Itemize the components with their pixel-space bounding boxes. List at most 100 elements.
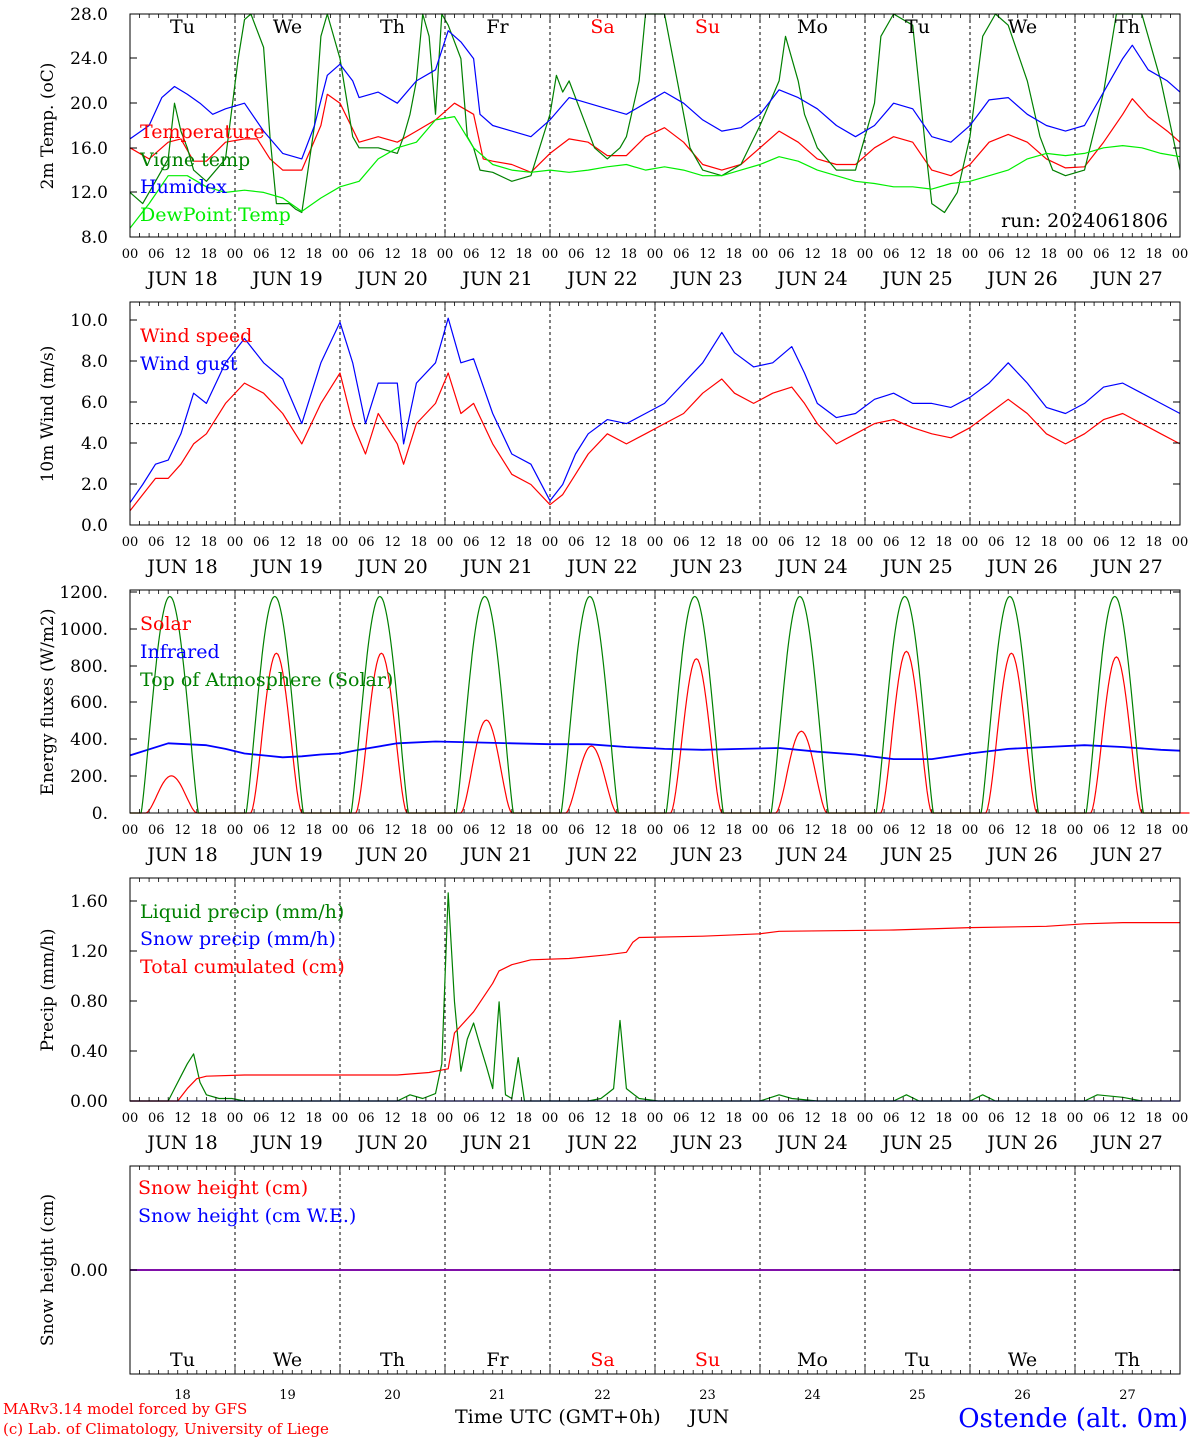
hour-label: 06 <box>673 1111 690 1126</box>
hour-label: 12 <box>909 1111 926 1126</box>
y-tick-label: 28.0 <box>70 5 108 25</box>
hour-label: 12 <box>1119 247 1136 262</box>
hour-label: 12 <box>279 535 296 550</box>
day-of-week-label: Tu <box>170 16 195 38</box>
hour-label: 18 <box>410 1111 427 1126</box>
hour-label: 18 <box>620 823 637 838</box>
hour-label: 06 <box>1093 823 1110 838</box>
hour-label: 00 <box>752 535 769 550</box>
hour-label: 06 <box>148 1111 165 1126</box>
hour-label: 18 <box>620 1111 637 1126</box>
legend-entry: Snow height (cm W.E.) <box>138 1205 356 1227</box>
day-number-label: 27 <box>1119 1388 1136 1403</box>
hour-label: 12 <box>699 823 716 838</box>
hour-label: 18 <box>830 823 847 838</box>
day-of-week-label: Su <box>695 16 720 38</box>
day-number-label: 21 <box>489 1388 506 1403</box>
hour-label: 18 <box>935 1111 952 1126</box>
day-number-label: 20 <box>384 1388 401 1403</box>
hour-label: 06 <box>253 823 270 838</box>
hour-label: 00 <box>1172 535 1189 550</box>
date-label: JUN 27 <box>1090 1132 1162 1154</box>
hour-label: 18 <box>830 247 847 262</box>
day-of-week-label: Th <box>1115 1349 1140 1371</box>
y-tick-label: 1200. <box>59 583 108 603</box>
hour-label: 12 <box>909 823 926 838</box>
hour-label: 12 <box>594 535 611 550</box>
day-of-week-label: Th <box>380 16 405 38</box>
y-axis-label: Precip (mm/h) <box>38 928 58 1051</box>
hour-label: 12 <box>909 535 926 550</box>
hour-label: 00 <box>1067 1111 1084 1126</box>
hour-label: 00 <box>332 535 349 550</box>
hour-label: 06 <box>673 535 690 550</box>
y-tick-label: 6.0 <box>81 393 108 413</box>
legend-entry: Wind speed <box>140 325 252 347</box>
y-tick-label: 20.0 <box>70 94 108 114</box>
hour-label: 06 <box>463 247 480 262</box>
date-label: JUN 20 <box>355 1132 427 1154</box>
hour-label: 12 <box>1014 535 1031 550</box>
hour-label: 18 <box>725 1111 742 1126</box>
hour-label: 00 <box>542 247 559 262</box>
x-axis-label: Time UTC (GMT+0h) <box>455 1406 661 1428</box>
hour-label: 06 <box>148 823 165 838</box>
hour-label: 00 <box>962 1111 979 1126</box>
hour-label: 18 <box>200 247 217 262</box>
hour-label: 12 <box>384 823 401 838</box>
credit-line-1: MARv3.14 model forced by GFS <box>3 1400 247 1418</box>
date-label: JUN 25 <box>880 1132 952 1154</box>
hour-label: 00 <box>437 535 454 550</box>
hour-label: 00 <box>857 535 874 550</box>
hour-label: 00 <box>647 1111 664 1126</box>
legend-entry: Vigne temp <box>139 149 250 171</box>
hour-label: 12 <box>594 1111 611 1126</box>
date-label: JUN 18 <box>145 556 217 578</box>
hour-label: 00 <box>122 535 139 550</box>
series-vigne-temp <box>129 13 1181 214</box>
day-of-week-label: Sa <box>590 16 614 38</box>
y-tick-label: 2.0 <box>81 475 108 495</box>
legend-entry: DewPoint Temp <box>140 204 291 226</box>
legend-entry: Top of Atmosphere (Solar) <box>140 669 393 691</box>
hour-label: 06 <box>1093 247 1110 262</box>
hour-label: 12 <box>384 535 401 550</box>
hour-label: 00 <box>1172 823 1189 838</box>
text-layer: run: 2024061806 Time UTC (GMT+0h) JUN MA… <box>3 5 1188 1438</box>
station-label: Ostende (alt. 0m) <box>958 1404 1188 1434</box>
date-label: JUN 19 <box>250 556 322 578</box>
day-of-week-label: Fr <box>486 1349 509 1371</box>
hour-label: 12 <box>1014 823 1031 838</box>
hour-label: 06 <box>778 535 795 550</box>
credit-line-2: (c) Lab. of Climatology, University of L… <box>3 1420 329 1438</box>
day-of-week-label: We <box>273 16 302 38</box>
hour-label: 18 <box>1040 535 1057 550</box>
hour-label: 00 <box>332 1111 349 1126</box>
hour-label: 06 <box>778 247 795 262</box>
date-label: JUN 22 <box>565 268 637 290</box>
hour-label: 06 <box>673 823 690 838</box>
hour-label: 18 <box>1145 247 1162 262</box>
hour-label: 00 <box>542 823 559 838</box>
date-label: JUN 21 <box>460 1132 532 1154</box>
date-label: JUN 24 <box>775 268 847 290</box>
hour-label: 06 <box>568 535 585 550</box>
day-of-week-label: We <box>1008 1349 1037 1371</box>
day-of-week-label: Tu <box>905 1349 930 1371</box>
hour-label: 18 <box>725 823 742 838</box>
date-label: JUN 21 <box>460 268 532 290</box>
hour-label: 12 <box>804 1111 821 1126</box>
date-label: JUN 20 <box>355 556 427 578</box>
series-liquid-precip-mm-h- <box>130 892 1142 1102</box>
hour-label: 18 <box>935 823 952 838</box>
day-number-label: 26 <box>1014 1388 1031 1403</box>
hour-label: 00 <box>857 823 874 838</box>
hour-label: 00 <box>1067 535 1084 550</box>
hour-label: 18 <box>515 247 532 262</box>
hour-label: 12 <box>1119 535 1136 550</box>
hour-label: 00 <box>752 247 769 262</box>
day-of-week-label: Th <box>380 1349 405 1371</box>
y-tick-label: 0.40 <box>70 1042 108 1062</box>
date-label: JUN 21 <box>460 844 532 866</box>
hour-label: 06 <box>568 823 585 838</box>
